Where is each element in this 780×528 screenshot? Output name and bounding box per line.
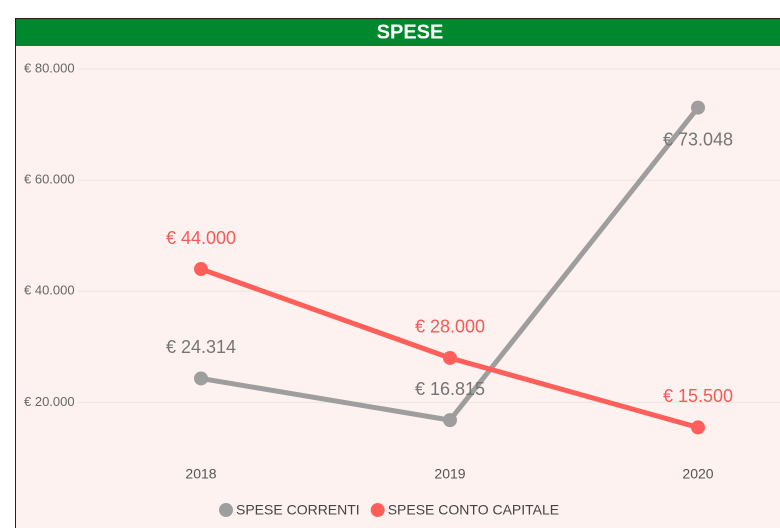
data-label: € 24.314 [166, 337, 236, 357]
legend-marker [219, 503, 233, 517]
y-tick-label: € 20.000 [24, 394, 75, 409]
data-label: € 15.500 [663, 386, 733, 406]
x-tick-label: 2019 [434, 466, 465, 482]
data-label: € 16.815 [415, 379, 485, 399]
data-label: € 73.048 [663, 129, 733, 149]
y-tick-label: € 40.000 [24, 283, 75, 298]
title-bar [16, 19, 780, 46]
data-label: € 28.000 [415, 317, 485, 337]
chart-background [16, 18, 780, 528]
y-tick-label: € 60.000 [24, 172, 75, 187]
data-point [194, 371, 208, 386]
data-point [194, 262, 208, 277]
data-point [691, 420, 705, 435]
data-point [443, 413, 457, 428]
data-label: € 44.000 [166, 228, 236, 248]
legend-label: SPESE CORRENTI [236, 502, 360, 518]
legend-marker [370, 503, 385, 517]
data-point [691, 100, 705, 115]
y-tick-label: € 80.000 [24, 60, 75, 75]
x-tick-label: 2018 [185, 466, 216, 482]
data-point [443, 350, 457, 365]
x-tick-label: 2020 [682, 466, 713, 482]
legend-label: SPESE CONTO CAPITALE [388, 502, 559, 518]
chart-title: SPESE [377, 21, 444, 43]
